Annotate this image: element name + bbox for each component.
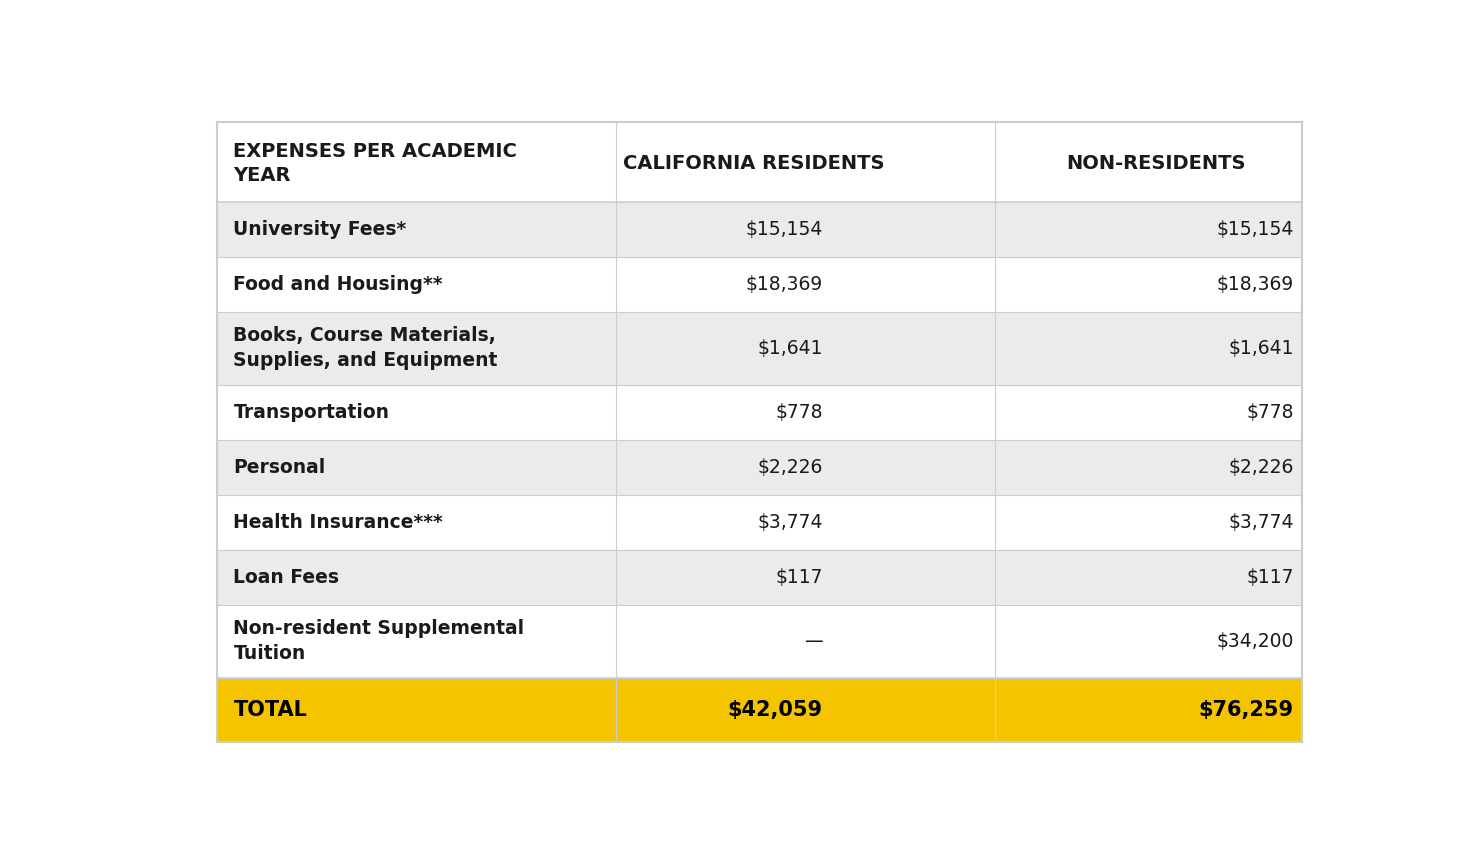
Text: $1,641: $1,641	[757, 339, 823, 358]
Text: $42,059: $42,059	[728, 700, 823, 720]
Text: $2,226: $2,226	[1229, 458, 1294, 477]
Text: University Fees*: University Fees*	[234, 220, 406, 239]
Bar	[218, 257, 1301, 312]
Bar	[218, 550, 1301, 605]
Text: $778: $778	[775, 402, 823, 422]
Bar	[218, 678, 1301, 742]
Bar	[218, 384, 1301, 440]
Bar	[218, 440, 1301, 495]
Text: Food and Housing**: Food and Housing**	[234, 275, 443, 294]
Text: —: —	[805, 632, 823, 651]
Text: $18,369: $18,369	[745, 275, 823, 294]
Text: $15,154: $15,154	[745, 220, 823, 239]
Text: $3,774: $3,774	[1229, 513, 1294, 532]
Text: Transportation: Transportation	[234, 402, 390, 422]
Text: $117: $117	[1246, 568, 1294, 587]
Text: Books, Course Materials,
Supplies, and Equipment: Books, Course Materials, Supplies, and E…	[234, 326, 498, 371]
Text: $34,200: $34,200	[1217, 632, 1294, 651]
Bar	[218, 202, 1301, 257]
Text: $117: $117	[775, 568, 823, 587]
Text: $15,154: $15,154	[1217, 220, 1294, 239]
Text: Loan Fees: Loan Fees	[234, 568, 339, 587]
Text: $3,774: $3,774	[757, 513, 823, 532]
Text: $778: $778	[1246, 402, 1294, 422]
Text: $18,369: $18,369	[1217, 275, 1294, 294]
Text: NON-RESIDENTS: NON-RESIDENTS	[1066, 154, 1245, 173]
Text: Health Insurance***: Health Insurance***	[234, 513, 443, 532]
Bar	[218, 605, 1301, 678]
Text: $2,226: $2,226	[757, 458, 823, 477]
Text: EXPENSES PER ACADEMIC
YEAR: EXPENSES PER ACADEMIC YEAR	[234, 142, 517, 186]
Bar	[218, 312, 1301, 384]
Text: Personal: Personal	[234, 458, 326, 477]
Text: TOTAL: TOTAL	[234, 700, 307, 720]
Text: Non-resident Supplemental
Tuition: Non-resident Supplemental Tuition	[234, 619, 525, 663]
Text: $76,259: $76,259	[1199, 700, 1294, 720]
Bar	[218, 122, 1301, 202]
Bar	[218, 495, 1301, 550]
Text: CALIFORNIA RESIDENTS: CALIFORNIA RESIDENTS	[622, 154, 885, 173]
Text: $1,641: $1,641	[1229, 339, 1294, 358]
